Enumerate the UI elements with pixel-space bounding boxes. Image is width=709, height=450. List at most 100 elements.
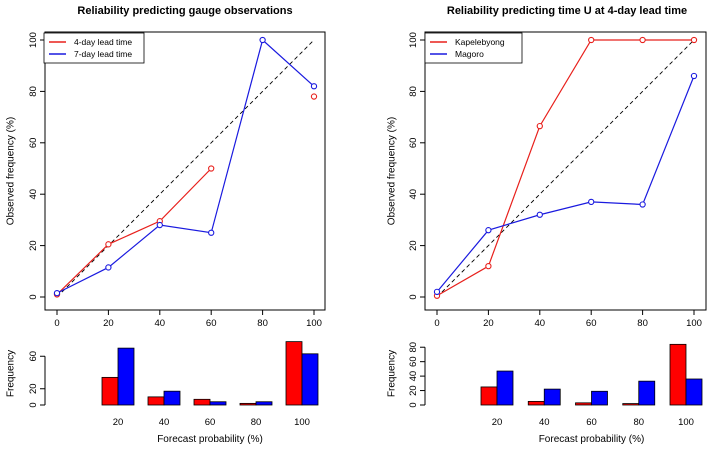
- hist-bar: [638, 380, 656, 406]
- hist-y-tick-label: 0: [28, 402, 39, 407]
- hist-bar: [480, 386, 498, 406]
- y-tick-label: 80: [408, 86, 419, 97]
- data-point: [53, 289, 61, 297]
- hist-bar: [527, 400, 545, 406]
- legend-label: 4-day lead time: [74, 37, 132, 47]
- hist-x-tick-label: 80: [251, 417, 262, 428]
- y-tick-label: 60: [408, 138, 419, 149]
- plot-frame: [44, 31, 326, 311]
- hist-x-tick-label: 20: [113, 417, 124, 428]
- hist-y-tick-label: 60: [28, 351, 39, 362]
- series-line: [56, 38, 315, 294]
- reference-line: [436, 39, 695, 298]
- hist-y-tick-label: 60: [408, 356, 419, 367]
- legend-box: [43, 32, 145, 64]
- chart-title: Reliability predicting time U at 4-day l…: [447, 5, 687, 17]
- x-tick-label: 100: [686, 318, 702, 329]
- hist-x-tick-label: 60: [205, 417, 216, 428]
- legend-label: Magoro: [455, 49, 484, 59]
- series-line: [436, 75, 695, 293]
- hist-y-axis-label: Frequency: [6, 350, 17, 397]
- frequency-histogram: 0 20 40 60 80 Frequency 20 40 60 80 100: [387, 342, 703, 428]
- y-tick-label: 100: [28, 32, 39, 48]
- hist-x-tick-label: 100: [294, 417, 310, 428]
- data-point: [310, 83, 318, 90]
- legend: Kapelebyong Magoro: [424, 32, 523, 64]
- data-point: [310, 93, 318, 100]
- legend-label: 7-day lead time: [74, 49, 132, 59]
- hist-bar: [239, 402, 257, 406]
- hist-x-tick-label: 100: [678, 417, 694, 428]
- data-point: [156, 221, 163, 229]
- x-tick-label: 60: [586, 318, 597, 329]
- y-tick-label: 0: [408, 294, 419, 299]
- reference-line: [56, 39, 315, 298]
- hist-y-tick-label: 20: [28, 383, 39, 394]
- hist-bar: [147, 396, 165, 406]
- hist-bar: [301, 353, 319, 406]
- hist-bar: [685, 378, 703, 406]
- hist-y-tick-label: 80: [408, 342, 419, 353]
- data-point: [690, 72, 698, 80]
- y-tick-label: 20: [28, 240, 39, 251]
- series-2: [53, 36, 318, 297]
- hist-bar: [496, 370, 514, 406]
- reliability-panel-2: Reliability predicting time U at 4-day l…: [387, 5, 707, 445]
- y-tick-label: 60: [28, 138, 39, 149]
- hist-bar: [591, 390, 608, 406]
- legend: 4-day lead time 7-day lead time: [43, 32, 145, 64]
- data-point: [588, 36, 595, 44]
- hist-bar: [193, 398, 211, 406]
- hist-bar: [575, 402, 592, 406]
- data-point: [639, 201, 646, 208]
- x-tick-label: 40: [535, 318, 546, 329]
- hist-bar: [669, 343, 687, 406]
- frequency-histogram: 0 20 60 Frequency 20 40 60 80 100: [6, 341, 319, 428]
- reliability-panel-1: Reliability predicting gauge observation…: [6, 5, 326, 445]
- hist-bar: [255, 401, 273, 406]
- hist-bar: [622, 403, 640, 406]
- hist-x-tick-label: 60: [586, 417, 597, 428]
- data-point: [208, 165, 215, 172]
- hist-y-tick-label: 40: [408, 371, 419, 382]
- y-tick-label: 80: [28, 86, 39, 97]
- x-tick-label: 80: [637, 318, 648, 329]
- x-tick-label: 60: [206, 318, 217, 329]
- hist-x-tick-label: 20: [492, 417, 503, 428]
- y-axis-label: Observed frequency (%): [6, 117, 17, 225]
- data-point: [485, 227, 492, 234]
- hist-y-tick-label: 20: [408, 385, 419, 396]
- hist-x-tick-label: 80: [633, 417, 644, 428]
- x-tick-label: 40: [155, 318, 166, 329]
- data-point: [105, 264, 112, 271]
- x-axis-label: Forecast probability (%): [539, 434, 645, 445]
- data-point: [588, 198, 595, 206]
- y-tick-label: 0: [28, 294, 39, 299]
- series-line: [436, 39, 694, 297]
- data-point: [485, 263, 492, 270]
- hist-bar: [543, 388, 561, 406]
- x-tick-label: 0: [54, 318, 59, 329]
- data-point: [690, 36, 698, 44]
- chart-title: Reliability predicting gauge observation…: [77, 5, 292, 17]
- hist-y-axis-label: Frequency: [387, 350, 398, 397]
- data-point: [208, 229, 215, 236]
- x-tick-label: 0: [434, 318, 439, 329]
- x-tick-label: 20: [483, 318, 494, 329]
- hist-bar: [209, 401, 227, 406]
- y-tick-label: 100: [408, 32, 419, 48]
- hist-bar: [117, 347, 135, 406]
- legend-label: Kapelebyong: [455, 37, 505, 47]
- series-1: [53, 93, 318, 298]
- series-line: [56, 168, 212, 295]
- data-point: [105, 241, 112, 248]
- hist-x-tick-label: 40: [539, 417, 550, 428]
- x-axis-label: Forecast probability (%): [157, 434, 263, 445]
- hist-bar: [101, 376, 119, 406]
- series-2: [433, 72, 698, 296]
- data-point: [536, 211, 543, 218]
- x-tick-label: 20: [103, 318, 114, 329]
- data-point: [259, 36, 266, 44]
- y-tick-label: 40: [408, 189, 419, 200]
